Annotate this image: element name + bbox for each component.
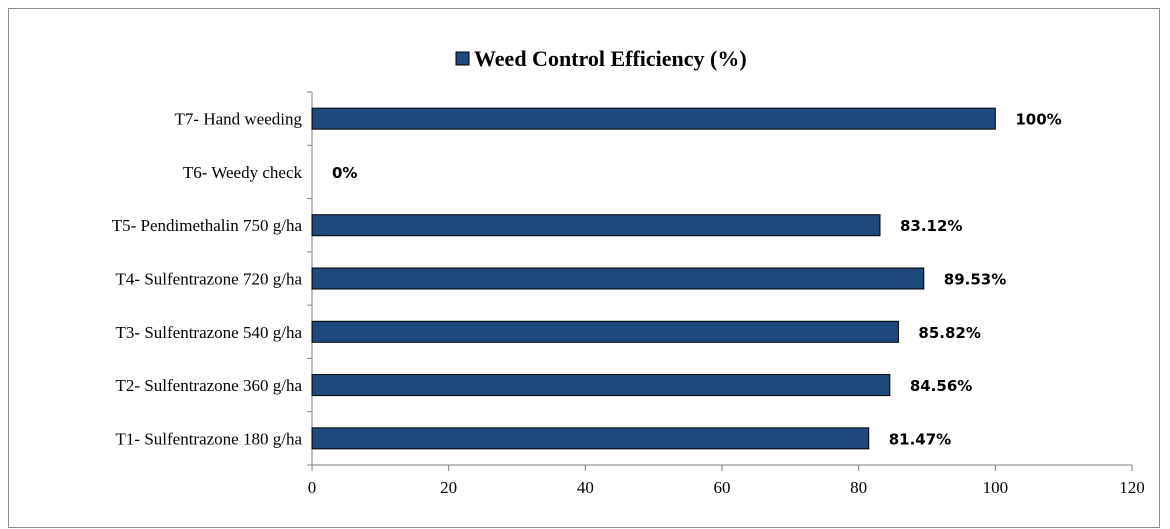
bar bbox=[311, 320, 899, 343]
x-tick-label: 20 bbox=[440, 478, 457, 497]
x-tick-label: 40 bbox=[577, 478, 594, 497]
category-label: T7- Hand weeding bbox=[175, 110, 303, 129]
x-tick-label: 80 bbox=[850, 478, 867, 497]
data-label: 84.56% bbox=[910, 377, 972, 395]
x-tick-label: 0 bbox=[308, 478, 317, 497]
data-label: 81.47% bbox=[889, 430, 951, 448]
bar-chart: Weed Control Efficiency (%) T1- Sulfentr… bbox=[112, 46, 1145, 497]
data-label: 0% bbox=[332, 164, 357, 182]
legend-swatch bbox=[455, 51, 470, 66]
chart-frame: Weed Control Efficiency (%) T1- Sulfentr… bbox=[8, 8, 1160, 528]
category-label: T1- Sulfentrazone 180 g/ha bbox=[116, 429, 303, 448]
category-label: T2- Sulfentrazone 360 g/ha bbox=[116, 376, 303, 395]
bar bbox=[311, 427, 870, 450]
x-tick-label: 100 bbox=[983, 478, 1009, 497]
data-label: 89.53% bbox=[944, 271, 1006, 289]
category-label: T6- Weedy check bbox=[183, 163, 303, 182]
bar bbox=[311, 267, 925, 290]
bar bbox=[311, 214, 881, 237]
category-label: T4- Sulfentrazone 720 g/ha bbox=[116, 270, 303, 289]
category-label: T5- Pendimethalin 750 g/ha bbox=[112, 216, 303, 235]
bar bbox=[311, 374, 891, 397]
data-label: 83.12% bbox=[900, 217, 962, 235]
x-tick-labels: 0 20 40 60 80 100 120 bbox=[308, 478, 1145, 497]
legend-series-name: Weed Control Efficiency (%) bbox=[474, 46, 747, 71]
x-tick-label: 60 bbox=[714, 478, 731, 497]
bar bbox=[311, 107, 996, 130]
data-label: 85.82% bbox=[918, 324, 980, 342]
category-label: T3- Sulfentrazone 540 g/ha bbox=[116, 323, 303, 342]
category-labels: T1- Sulfentrazone 180 g/ha T2- Sulfentraz… bbox=[112, 110, 303, 449]
legend: Weed Control Efficiency (%) bbox=[455, 46, 747, 71]
data-label: 100% bbox=[1015, 111, 1061, 129]
x-tick-label: 120 bbox=[1119, 478, 1145, 497]
bars bbox=[311, 107, 996, 450]
data-labels: 81.47% 84.56% 85.82% 89.53% 83.12% 0% 100% bbox=[332, 111, 1062, 449]
